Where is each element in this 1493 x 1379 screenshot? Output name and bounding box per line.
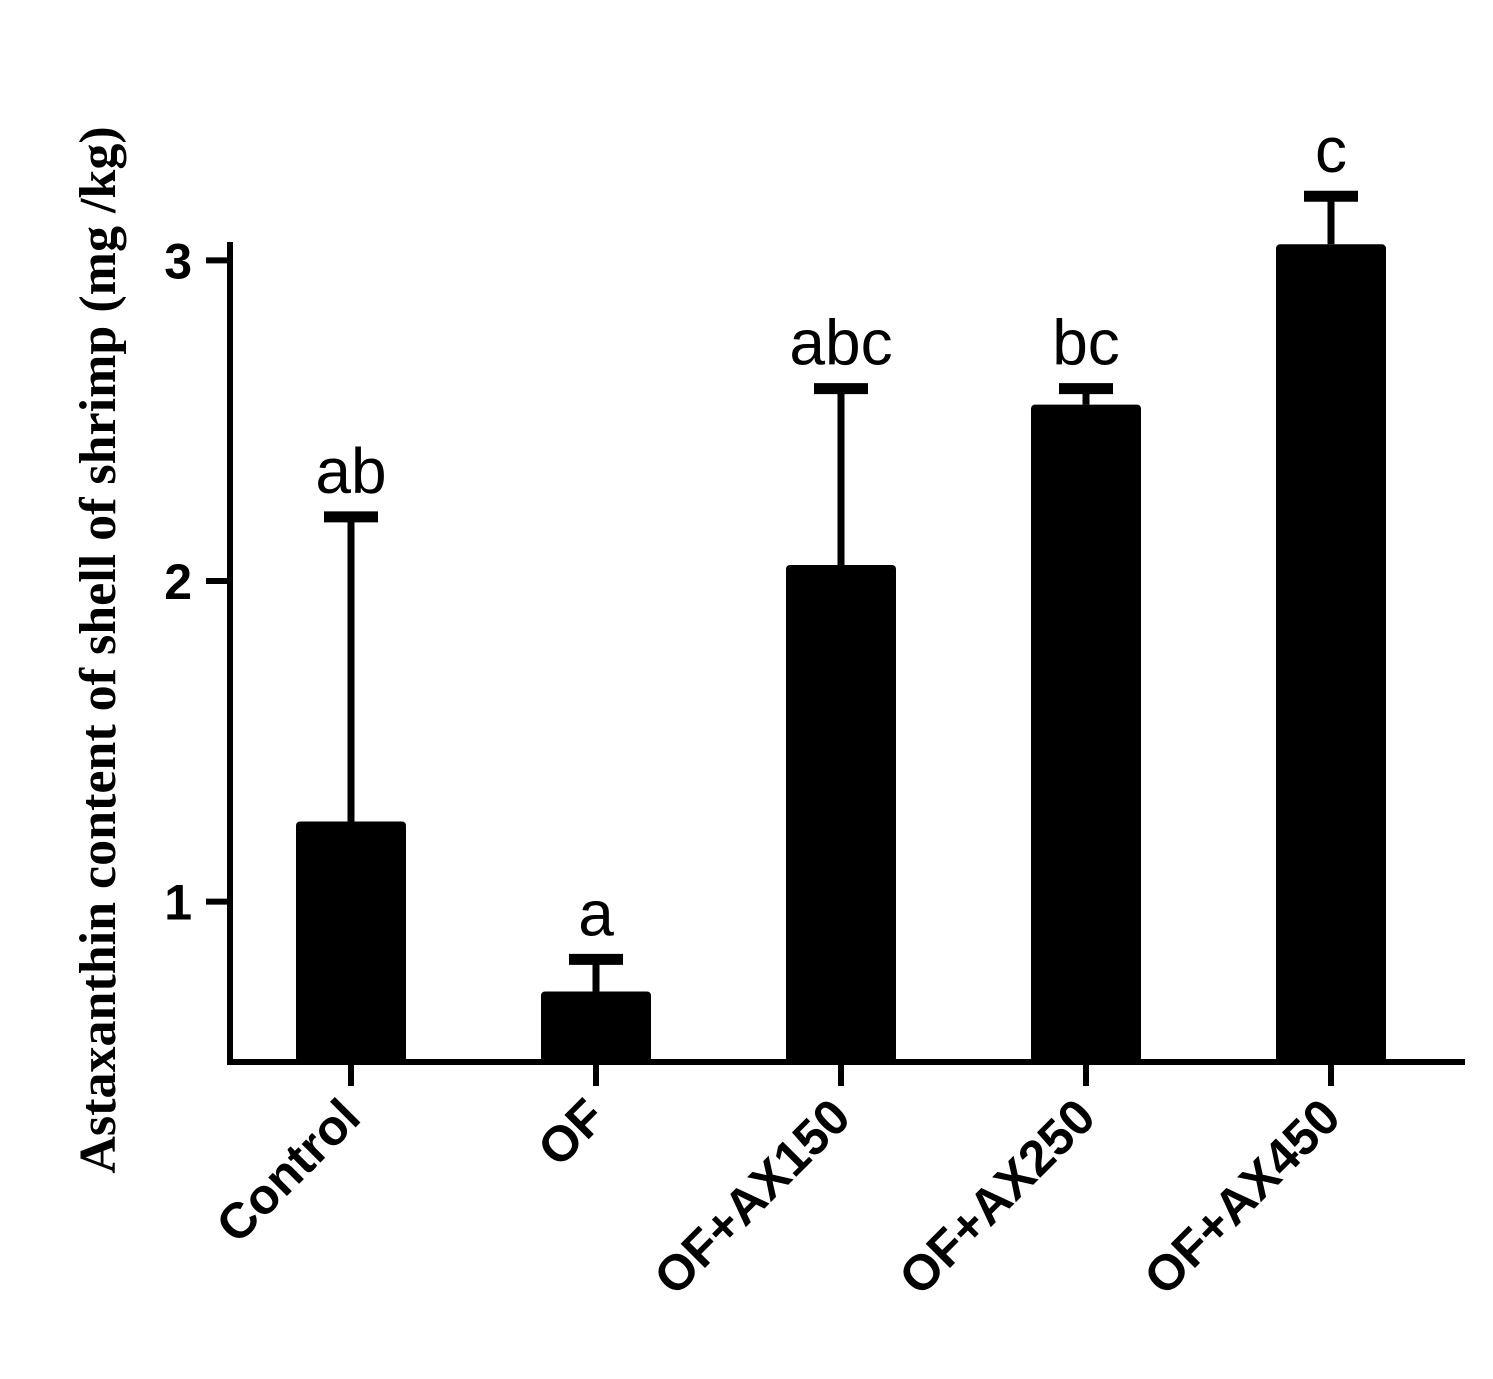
error-bar	[1059, 383, 1113, 405]
bars-layer	[296, 244, 1386, 1063]
error-bar	[814, 383, 868, 565]
bar	[1031, 404, 1141, 1063]
y-tick-label: 3	[164, 233, 192, 289]
x-tick-label: OF	[527, 1088, 616, 1177]
significance-label: a	[578, 877, 614, 949]
y-axis-title: Astaxanthin content of shell of shrimp (…	[70, 126, 127, 1173]
error-bar	[1304, 190, 1358, 245]
significance-label: bc	[1052, 307, 1120, 379]
y-tick-label: 1	[164, 875, 192, 931]
x-tick-label: OF+AX250	[888, 1088, 1105, 1305]
bar	[541, 991, 651, 1062]
bar	[296, 821, 406, 1062]
x-tick-label: OF+AX150	[643, 1088, 860, 1305]
bar	[1276, 244, 1386, 1063]
significance-labels-layer: ab a abc bc c	[315, 114, 1347, 949]
axes-layer	[227, 242, 1465, 1065]
x-tick-label: OF+AX450	[1133, 1088, 1350, 1305]
error-bar	[569, 953, 623, 992]
x-ticks-layer: Control OF OF+AX150 OF+AX250 OF+AX450	[206, 1062, 1351, 1306]
error-bars-layer	[324, 190, 1358, 992]
bar	[786, 564, 896, 1062]
significance-label: abc	[789, 307, 892, 379]
significance-label: c	[1315, 114, 1347, 186]
x-tick-label: Control	[206, 1088, 371, 1253]
y-ticks-layer: 1 2 3	[164, 233, 230, 931]
significance-label: ab	[315, 435, 386, 507]
error-bar	[324, 511, 378, 822]
y-tick-label: 2	[164, 554, 192, 610]
